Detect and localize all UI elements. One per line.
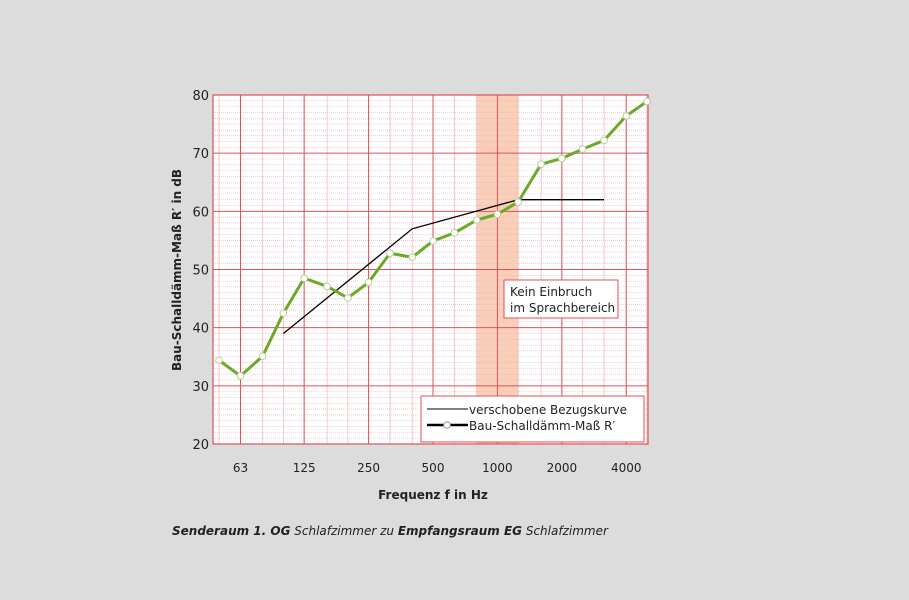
data-point <box>643 97 651 106</box>
data-point <box>323 282 331 291</box>
legend-measured-marker <box>443 421 451 429</box>
y-axis-label: Bau-Schalldämm-Maß R′ in dB <box>170 169 184 371</box>
data-point <box>408 253 417 262</box>
data-point <box>258 352 267 360</box>
data-point <box>344 294 352 302</box>
x-tick-label: 500 <box>422 461 445 475</box>
data-point <box>578 145 587 153</box>
annotation-line-2: im Sprachbereich <box>510 301 615 315</box>
y-tick-label: 20 <box>192 438 209 453</box>
legend-box <box>420 395 645 443</box>
x-tick-label: 2000 <box>547 461 578 475</box>
y-tick-label: 70 <box>192 147 209 162</box>
data-point <box>429 237 437 245</box>
annotation-line-1: Kein Einbruch <box>510 285 592 299</box>
data-point <box>514 198 522 206</box>
data-point <box>386 249 394 258</box>
data-point <box>364 278 373 287</box>
x-tick-label: 63 <box>233 461 248 475</box>
data-point <box>622 112 631 120</box>
data-point <box>600 136 608 145</box>
x-tick-label: 4000 <box>611 461 642 475</box>
x-tick-label: 250 <box>357 461 380 475</box>
data-point <box>279 309 288 317</box>
data-point <box>450 229 459 237</box>
annotation-box <box>503 279 619 319</box>
data-point <box>472 216 481 224</box>
data-point <box>215 356 223 365</box>
y-tick-label: 50 <box>192 264 209 279</box>
y-tick-label: 30 <box>192 380 209 395</box>
plot-border <box>212 94 649 445</box>
y-tick-label: 40 <box>192 322 209 337</box>
y-tick-label: 60 <box>192 205 209 220</box>
data-point <box>558 154 566 163</box>
data-point <box>236 372 245 380</box>
legend-measured-label: Bau-Schalldämm-Maß R′ <box>469 419 615 433</box>
x-tick-label: 1000 <box>482 461 513 475</box>
data-point <box>300 274 308 283</box>
data-point <box>493 210 502 219</box>
y-tick-label: 80 <box>192 89 209 104</box>
figure-caption: Senderaum 1. OG Schlafzimmer zu Empfangs… <box>172 524 608 538</box>
x-tick-label: 125 <box>293 461 316 475</box>
data-point <box>537 160 545 169</box>
x-axis-label: Frequenz f in Hz <box>378 488 488 502</box>
legend-reference-label: verschobene Bezugskurve <box>469 403 627 417</box>
reference-curve-line <box>283 199 605 334</box>
